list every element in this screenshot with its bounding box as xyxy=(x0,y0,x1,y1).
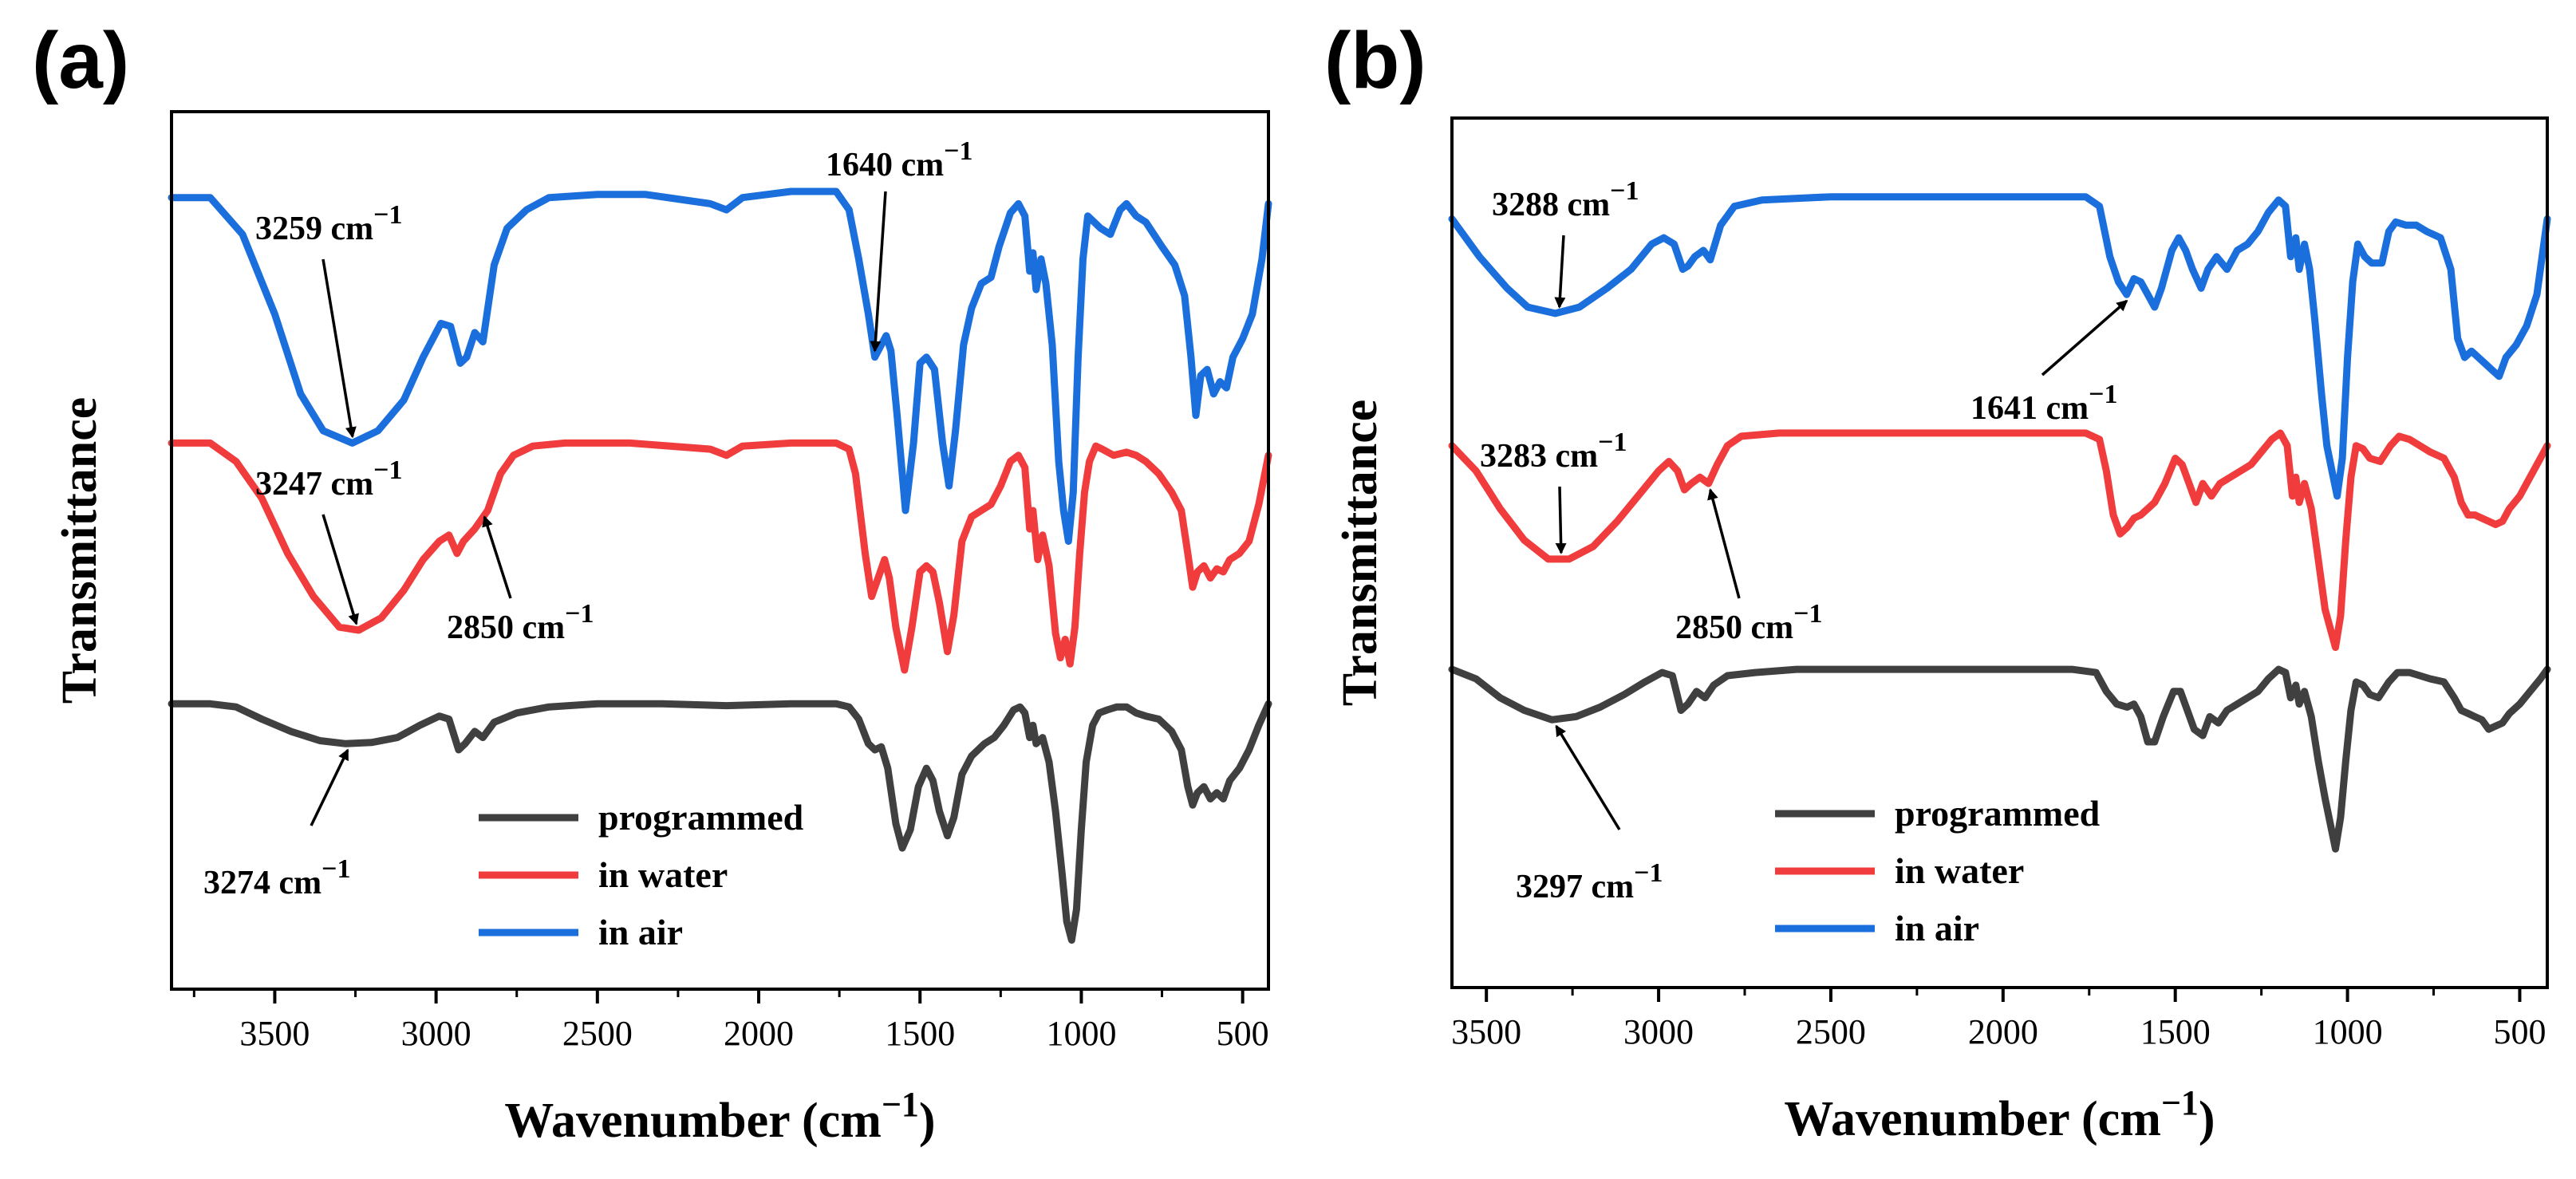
peak-annotation-arrow xyxy=(482,515,512,599)
legend-label-in-water: in water xyxy=(598,854,728,895)
x-axis-unit-close: ) xyxy=(919,1094,936,1148)
panel-label: (b) xyxy=(1324,16,1426,105)
peak-annotation-exponent: −1 xyxy=(373,455,402,485)
x-tick-label: 2000 xyxy=(1968,1012,2038,1051)
series-line-in-water xyxy=(168,439,1272,674)
x-tick-label: 2500 xyxy=(1796,1012,1866,1051)
peak-annotation-text: 3247 cm xyxy=(255,466,373,503)
peak-annotation-exponent: −1 xyxy=(322,854,350,884)
peak-annotation-exponent: −1 xyxy=(944,136,972,166)
peak-annotation: 3247 cm−1 xyxy=(255,455,403,503)
x-tick-label: 500 xyxy=(2493,1012,2546,1051)
x-tick-label: 3500 xyxy=(239,1014,310,1053)
x-axis-label: Wavenumber xyxy=(504,1094,802,1148)
peak-annotation-text: 3297 cm xyxy=(1516,869,1634,905)
peak-annotation-text: 3274 cm xyxy=(203,865,322,901)
peak-annotation: 3297 cm−1 xyxy=(1516,858,1663,905)
peak-annotation-text: 1640 cm xyxy=(826,147,944,183)
peak-annotation-arrow xyxy=(322,514,359,625)
peak-annotation: 3283 cm−1 xyxy=(1480,428,1627,475)
x-axis-unit-close: ) xyxy=(2199,1092,2215,1146)
x-tick-label: 3000 xyxy=(401,1014,471,1053)
peak-annotation: 3274 cm−1 xyxy=(203,854,351,901)
peak-annotation-text: 1641 cm xyxy=(1970,390,2089,427)
x-tick-label: 2500 xyxy=(562,1014,633,1053)
peak-annotation: 3259 cm−1 xyxy=(255,200,403,247)
y-axis-title: Transmittance xyxy=(1333,400,1387,707)
legend-label-in-air: in air xyxy=(1895,908,1979,948)
x-tick-label: 1000 xyxy=(1046,1014,1116,1053)
legend-label-programmed: programmed xyxy=(1895,793,2101,834)
peak-annotation-exponent: −1 xyxy=(2089,380,2117,409)
legend: programmed in water in air xyxy=(1775,793,2101,948)
legend-label-in-water: in water xyxy=(1895,850,2024,891)
peak-annotation: 2850 cm−1 xyxy=(1675,599,1823,646)
x-tick-label: 2000 xyxy=(724,1014,794,1053)
peak-annotation-arrow xyxy=(1555,724,1621,830)
series-line-programmed xyxy=(1448,665,2551,853)
peak-annotation-exponent: −1 xyxy=(373,200,402,230)
peak-annotation-arrow xyxy=(322,258,357,439)
peak-annotation-text: 3288 cm xyxy=(1492,187,1610,223)
peak-annotation-arrow xyxy=(1555,486,1567,554)
peak-annotation: 3288 cm−1 xyxy=(1492,176,1639,223)
x-axis-label: Wavenumber xyxy=(1784,1092,2081,1146)
chart-panel-b: (b) 3500 3000 2500 2000 1500 1000 500 Wavenumber… xyxy=(1324,16,2551,1146)
peak-annotation-text: 3283 cm xyxy=(1480,438,1598,475)
x-axis-unit: (cm xyxy=(2081,1092,2161,1146)
chart-panel-a: (a) 3500 3000 2500 2000 1500 1000 500 Wavenumber… xyxy=(32,16,1272,1148)
y-axis-title: Transmittance xyxy=(53,397,107,704)
panel-label: (a) xyxy=(32,16,129,105)
legend: programmed in water in air xyxy=(479,797,804,952)
peak-annotation-arrow xyxy=(310,748,349,826)
x-axis-unit: (cm xyxy=(802,1094,882,1148)
series-line-programmed xyxy=(168,700,1272,944)
x-axis-title: Wavenumber (cm−1) xyxy=(1784,1083,2215,1146)
peak-annotation-text: 2850 cm xyxy=(1675,609,1793,646)
x-tick-label: 500 xyxy=(1217,1014,1269,1053)
x-tick-label: 1500 xyxy=(2140,1012,2211,1051)
plot-frame xyxy=(170,110,1270,991)
peak-annotation-arrow xyxy=(870,191,887,353)
legend-label-in-air: in air xyxy=(598,912,683,952)
peak-annotation: 1641 cm−1 xyxy=(1970,380,2118,427)
peak-annotation-arrow xyxy=(2041,299,2128,377)
x-tick-label: 1500 xyxy=(885,1014,955,1053)
peak-annotation-text: 2850 cm xyxy=(447,609,565,646)
peak-annotation-exponent: −1 xyxy=(565,599,594,629)
x-axis-unit-exponent: −1 xyxy=(2161,1083,2199,1122)
legend-label-programmed: programmed xyxy=(598,797,804,838)
peak-annotation-exponent: −1 xyxy=(1598,428,1627,457)
peak-annotation-exponent: −1 xyxy=(1610,176,1639,206)
peak-annotation: 2850 cm−1 xyxy=(447,599,594,646)
peak-annotation-arrow xyxy=(1554,235,1566,309)
peak-annotation: 1640 cm−1 xyxy=(826,136,973,183)
x-axis-title: Wavenumber (cm−1) xyxy=(504,1085,935,1148)
series-line-in-air xyxy=(168,187,1272,545)
peak-annotation-exponent: −1 xyxy=(1634,858,1663,888)
peak-annotation-text: 3259 cm xyxy=(255,211,373,247)
plot-frame xyxy=(1450,116,2549,989)
peak-annotation-arrow xyxy=(1707,488,1741,599)
x-tick-label: 3000 xyxy=(1623,1012,1694,1051)
x-tick-label: 1000 xyxy=(2313,1012,2383,1051)
series-line-in-air xyxy=(1448,193,2551,500)
series-line-in-water xyxy=(1448,429,2551,651)
x-tick-label: 3500 xyxy=(1451,1012,1521,1051)
x-axis-unit-exponent: −1 xyxy=(882,1085,919,1124)
peak-annotation-exponent: −1 xyxy=(1793,599,1822,629)
